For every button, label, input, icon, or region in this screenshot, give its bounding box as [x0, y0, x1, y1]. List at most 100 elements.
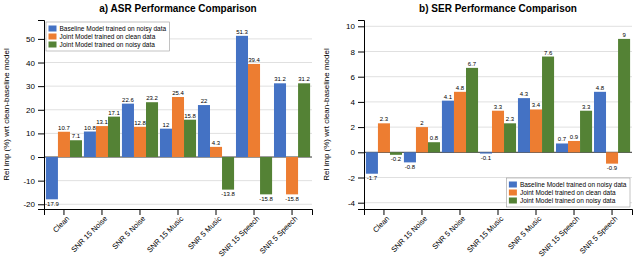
bar — [480, 152, 492, 153]
legend-label: Baseline Model trained on noisy data — [520, 181, 627, 189]
x-axis: CleanSNR 15 NoiseSNR 5 NoiseSNR 15 Music… — [365, 209, 633, 259]
bar — [96, 126, 108, 157]
data-label: 10.7 — [58, 125, 70, 131]
legend-label: Joint Model trained on noisy data — [60, 41, 156, 49]
y-tick-mark — [358, 127, 364, 128]
bar — [236, 36, 248, 157]
bar — [46, 157, 58, 199]
data-label: 4.3 — [520, 91, 529, 97]
y-tick-mark — [38, 110, 44, 111]
y-tick-label: -2 — [348, 174, 356, 183]
x-tick: SNR 15 Speech — [217, 209, 261, 259]
y-tick-label: -4 — [348, 199, 356, 208]
bar — [378, 123, 390, 152]
data-label: 17.1 — [108, 110, 120, 116]
y-tick-mark — [358, 203, 364, 204]
y-tick: -2 — [348, 174, 364, 183]
legend-swatch — [509, 182, 517, 188]
y-tick-label: 0 — [31, 153, 36, 162]
data-label: 0.7 — [558, 136, 567, 142]
bar — [518, 98, 530, 152]
x-tick-label: SNR 5 Noise — [110, 214, 147, 251]
data-label: 22.6 — [122, 97, 134, 103]
x-tick-label: SNR 15 Noise — [69, 214, 109, 254]
chart-canvas: -20-1001020304050-17.910.822.6122251.331… — [0, 0, 640, 261]
bar — [442, 101, 454, 153]
x-tick-label: SNR 5 Music — [506, 214, 543, 251]
data-label: 6.7 — [468, 61, 477, 67]
y-tick-mark — [38, 181, 44, 182]
legend-swatch — [49, 42, 57, 48]
y-tick-label: -20 — [23, 200, 35, 209]
data-label: 9 — [622, 32, 626, 38]
y-tick: 6 — [351, 73, 364, 82]
y-axis-title: Rel imp (%) wrt clean-baseline model — [322, 48, 331, 181]
x-tick: Clean — [371, 209, 391, 234]
y-tick-label: -10 — [23, 177, 35, 186]
bar — [84, 132, 96, 158]
x-tick-label: SNR 5 Speech — [258, 214, 299, 255]
grid-line — [44, 86, 312, 87]
data-label: 51.3 — [236, 29, 248, 35]
data-labels: -1.7-0.84.1-0.14.30.74.82.324.83.33.40.9… — [367, 32, 627, 181]
y-tick-mark — [358, 52, 364, 53]
x-tick: SNR 15 Music — [145, 209, 185, 254]
data-label: -0.8 — [405, 164, 416, 170]
y-tick: 2 — [351, 123, 364, 132]
y-tick-label: 10 — [26, 129, 35, 138]
bar — [184, 120, 196, 157]
y-tick: -10 — [23, 177, 44, 186]
data-label: 2.3 — [380, 116, 389, 122]
y-axis-line — [358, 21, 365, 210]
bar — [210, 147, 222, 157]
bars — [46, 36, 310, 199]
x-tick: SNR 15 Noise — [69, 209, 109, 254]
bar — [454, 92, 466, 152]
bar — [492, 111, 504, 153]
y-tick-mark — [38, 39, 44, 40]
x-tick: SNR 15 Speech — [537, 209, 581, 259]
data-label: 39.4 — [248, 57, 260, 63]
bars — [366, 39, 630, 174]
bar — [108, 117, 120, 157]
y-axis-line — [38, 21, 45, 210]
y-tick: 0 — [31, 153, 44, 162]
y-tick-label: 6 — [351, 73, 356, 82]
bar — [366, 152, 378, 173]
data-label: 2 — [420, 120, 424, 126]
x-tick-label: Clean — [51, 214, 71, 234]
data-label: 23.2 — [146, 95, 158, 101]
data-label: -13.8 — [221, 191, 235, 197]
y-tick: 20 — [26, 106, 44, 115]
bar — [198, 105, 210, 157]
bar — [466, 68, 478, 152]
y-axis-title: Rel imp (%) wrt clean-baseline model — [2, 48, 11, 181]
y-axis: -20-1001020304050 — [23, 21, 44, 210]
y-tick-mark — [38, 133, 44, 134]
bar — [146, 102, 158, 157]
bar — [542, 57, 554, 153]
data-label: 10.8 — [84, 125, 96, 131]
x-tick: SNR 5 Speech — [258, 209, 299, 256]
y-tick-label: 30 — [26, 82, 35, 91]
legend-frame — [506, 178, 630, 207]
data-label: 0.8 — [430, 135, 439, 141]
y-tick-mark — [38, 157, 44, 158]
bar — [504, 123, 516, 152]
data-label: -15.8 — [285, 196, 299, 202]
bar — [594, 92, 606, 152]
data-label: -0.2 — [391, 156, 402, 162]
x-tick: SNR 5 Speech — [578, 209, 619, 256]
y-tick-mark — [38, 86, 44, 87]
data-label: 2.3 — [506, 116, 515, 122]
bar — [286, 157, 298, 194]
bar — [122, 104, 134, 157]
data-label: 3.3 — [494, 104, 503, 110]
y-tick: 8 — [351, 48, 364, 57]
data-label: 12 — [163, 122, 170, 128]
y-tick: 40 — [26, 59, 44, 68]
legend-label: Joint Model trained on noisy data — [520, 197, 616, 205]
data-label: 22 — [201, 98, 208, 104]
x-tick: SNR 15 Music — [465, 209, 505, 254]
data-label: 3.3 — [582, 104, 591, 110]
